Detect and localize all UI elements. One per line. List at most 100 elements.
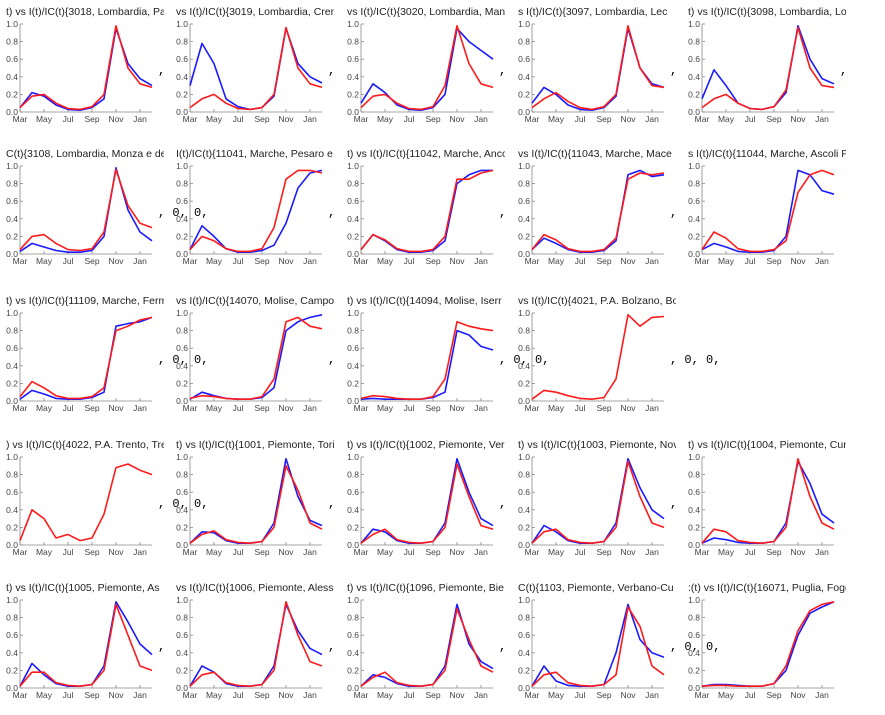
- chart-title: vs I(t)/IC(t){14070, Molise, Campob: [176, 295, 340, 307]
- separator-text: ,: [158, 64, 165, 78]
- y-tick-label: 0.8: [6, 470, 18, 480]
- x-tick-label: Jan: [645, 690, 659, 700]
- x-tick-label: Jan: [474, 256, 488, 266]
- x-tick-label: Jan: [303, 403, 317, 413]
- y-tick-label: 1.0: [347, 19, 359, 29]
- y-tick-label: 0.6: [6, 54, 18, 64]
- x-tick-label: Sep: [425, 690, 440, 700]
- series-line: [19, 603, 153, 688]
- y-tick-label: 0.8: [6, 37, 18, 47]
- y-tick-label: 0.4: [347, 505, 359, 515]
- series-line: [360, 27, 494, 111]
- y-tick-label: 0.4: [688, 648, 700, 658]
- y-tick-label: 0.2: [347, 665, 359, 675]
- x-tick-label: Jul: [404, 403, 415, 413]
- y-tick-label: 0.6: [176, 487, 188, 497]
- series-line: [360, 329, 494, 401]
- y-tick-label: 1.0: [688, 595, 700, 605]
- x-tick-label: Jul: [575, 547, 586, 557]
- x-tick-label: Jan: [303, 114, 317, 124]
- y-tick-label: 0.6: [518, 196, 530, 206]
- chart-panel: vs I(t)/IC(t){4021, P.A. Bolzano, Bol 0.0…: [518, 295, 676, 413]
- y-tick-label: 0.0: [176, 396, 188, 406]
- chart-panel: t) vs I(t)/IC(t){11042, Marche, Anco 0.0 0…: [347, 148, 505, 266]
- y-tick-label: 0.8: [518, 37, 530, 47]
- chart-panel: t) vs I(t)/IC(t){1004, Piemonte, Cun 0.0 0…: [688, 439, 846, 557]
- chart-panel: ) vs I(t)/IC(t){4022, P.A. Trento, Tre 0.…: [6, 439, 164, 557]
- chart-panel: I(t)/IC(t){11041, Marche, Pesaro e 0.0 0.2…: [176, 148, 333, 266]
- y-tick-label: 0.0: [347, 249, 359, 259]
- x-tick-label: Jul: [233, 114, 244, 124]
- x-tick-label: Nov: [790, 547, 806, 557]
- y-tick-label: 0.6: [176, 54, 188, 64]
- x-tick-label: Jul: [233, 403, 244, 413]
- y-tick-label: 1.0: [6, 452, 18, 462]
- chart-title: :(t) vs I(t)/IC(t){16071, Puglia, Fogg: [688, 582, 851, 594]
- chart-title: vs I(t)/IC(t){1006, Piemonte, Alessa: [176, 582, 340, 594]
- x-tick-label: May: [377, 114, 394, 124]
- x-tick-label: Mar: [354, 690, 369, 700]
- series-line: [189, 600, 323, 688]
- x-tick-label: Nov: [449, 547, 465, 557]
- chart-title: C(t){1103, Piemonte, Verbano-Cu: [518, 582, 674, 594]
- x-tick-label: Jul: [63, 690, 74, 700]
- y-tick-label: 0.4: [688, 214, 700, 224]
- y-tick-label: 0.6: [518, 54, 530, 64]
- x-tick-label: Sep: [84, 256, 99, 266]
- y-tick-label: 0.2: [688, 231, 700, 241]
- x-tick-label: Nov: [620, 256, 636, 266]
- series-line: [531, 24, 665, 111]
- separator-text: ,: [670, 497, 677, 511]
- x-tick-label: Jul: [404, 690, 415, 700]
- x-tick-label: Mar: [525, 403, 540, 413]
- x-tick-label: May: [718, 690, 735, 700]
- chart-title: t) vs I(t)/IC(t){1002, Piemonte, Verc: [347, 439, 510, 451]
- y-tick-label: 0.0: [347, 540, 359, 550]
- x-tick-label: Mar: [183, 256, 198, 266]
- x-tick-label: Nov: [108, 403, 124, 413]
- y-tick-label: 0.4: [518, 648, 530, 658]
- x-tick-label: Jul: [233, 690, 244, 700]
- series-line: [701, 457, 835, 545]
- y-tick-label: 0.6: [518, 343, 530, 353]
- x-tick-label: Sep: [766, 690, 781, 700]
- x-tick-label: Mar: [13, 690, 28, 700]
- y-tick-label: 0.8: [176, 179, 188, 189]
- x-tick-label: Nov: [108, 256, 124, 266]
- y-tick-label: 1.0: [6, 19, 18, 29]
- x-tick-label: Jul: [63, 547, 74, 557]
- x-tick-label: Sep: [84, 114, 99, 124]
- x-tick-label: Sep: [254, 256, 269, 266]
- y-tick-label: 0.6: [6, 343, 18, 353]
- x-tick-label: Mar: [183, 114, 198, 124]
- y-tick-label: 0.2: [688, 89, 700, 99]
- separator-text: , 0, 0,: [670, 640, 720, 654]
- x-tick-label: May: [377, 403, 394, 413]
- series-line: [360, 24, 494, 111]
- separator-text: ,: [499, 64, 506, 78]
- chart-title: t) vs I(t)/IC(t){14094, Molise, Iserr: [347, 295, 502, 307]
- x-tick-label: Jan: [815, 114, 829, 124]
- y-tick-label: 0.2: [6, 522, 18, 532]
- separator-text: ,: [328, 206, 335, 220]
- x-tick-label: Jan: [645, 114, 659, 124]
- x-tick-label: Nov: [620, 114, 636, 124]
- x-tick-label: Mar: [695, 547, 710, 557]
- x-tick-label: Sep: [254, 403, 269, 413]
- series-line: [360, 463, 494, 545]
- y-tick-label: 1.0: [688, 452, 700, 462]
- series-line: [19, 168, 153, 252]
- chart-title: s I(t)/IC(t){11044, Marche, Ascoli P: [688, 148, 848, 160]
- y-tick-label: 0.4: [6, 505, 18, 515]
- y-tick-label: 0.0: [6, 249, 18, 259]
- y-tick-label: 0.6: [6, 630, 18, 640]
- x-tick-label: May: [36, 403, 53, 413]
- x-tick-label: May: [206, 690, 223, 700]
- y-tick-label: 0.0: [518, 540, 530, 550]
- y-tick-label: 0.6: [347, 630, 359, 640]
- y-tick-label: 1.0: [688, 19, 700, 29]
- x-tick-label: Nov: [790, 114, 806, 124]
- x-tick-label: Sep: [425, 403, 440, 413]
